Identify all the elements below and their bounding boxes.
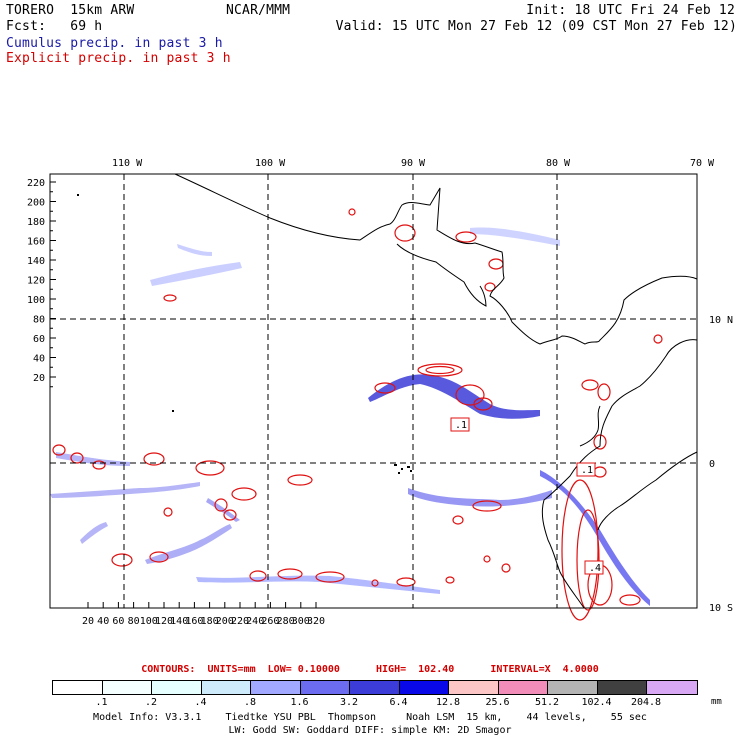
x-grid-label: 320: [307, 616, 325, 627]
x-grid-label: 280: [277, 616, 295, 627]
color-scale-swatch: [251, 681, 301, 694]
color-scale-swatch: [548, 681, 598, 694]
lon-label: 110 W: [112, 158, 143, 169]
y-grid-label: 80: [33, 315, 45, 326]
contour-value-boxes: .1 .1 .4: [450, 417, 604, 575]
y-grid-label: 60: [33, 334, 45, 345]
y-grid-label: 100: [27, 295, 45, 306]
color-scale-swatch: [399, 681, 449, 694]
color-scale-unit: mm: [711, 697, 722, 707]
y-grid-label: 200: [27, 198, 45, 209]
color-scale-swatch: [102, 681, 152, 694]
model-info-line: Model Info: V3.3.1 Tiedtke YSU PBL Thomp…: [93, 712, 647, 723]
contour-value-label: .4: [589, 563, 601, 574]
color-scale-label: .2: [144, 697, 158, 708]
center-label: NCAR/MMM: [226, 3, 291, 18]
x-grid-label: 200: [216, 616, 234, 627]
color-scale-swatch: [53, 681, 103, 694]
x-grid-label: 60: [112, 616, 124, 627]
color-scale-swatch: [152, 681, 202, 694]
x-grid-label: 180: [201, 616, 219, 627]
x-grid-label: 300: [292, 616, 310, 627]
field-explicit-label: Explicit precip. in past 3 h: [6, 51, 231, 66]
x-grid-label: 140: [170, 616, 188, 627]
lat-label: 10 N: [709, 315, 733, 326]
lon-label: 100 W: [255, 158, 286, 169]
color-scale-swatch: [449, 681, 499, 694]
color-scale-label: 6.4: [389, 697, 408, 708]
x-grid-label: 100: [140, 616, 158, 627]
color-scale-label: 102.4: [581, 697, 612, 708]
y-grid-label: 40: [33, 354, 45, 365]
x-grid-label: 120: [155, 616, 173, 627]
color-scale-bar: [52, 680, 698, 695]
color-scale-swatch: [498, 681, 548, 694]
color-scale-label: .4: [194, 697, 207, 708]
color-scale-label: 12.8: [435, 697, 461, 708]
color-scale-swatch: [300, 681, 350, 694]
valid-time: Valid: 15 UTC Mon 27 Feb 12 (09 CST Mon …: [335, 19, 737, 34]
model-title: TORERO 15km ARW: [6, 3, 135, 18]
color-scale-swatch: [201, 681, 251, 694]
x-grid-label: 260: [261, 616, 279, 627]
contour-value-label: .1: [455, 420, 467, 431]
forecast-hour: Fcst: 69 h: [6, 19, 103, 34]
y-grid-label: 180: [27, 217, 45, 228]
color-scale-label: 1.6: [290, 697, 309, 708]
color-scale-label: .1: [95, 697, 108, 708]
x-grid-label: 240: [246, 616, 264, 627]
y-grid-label: 160: [27, 237, 45, 248]
color-scale-label: 3.2: [339, 697, 359, 708]
contours-info: CONTOURS: UNITS=mm LOW= 0.10000 HIGH= 10…: [141, 664, 599, 675]
x-grid-label: 80: [128, 616, 140, 627]
contour-value-label: .1: [581, 465, 593, 476]
x-grid-label: 220: [231, 616, 249, 627]
field-cumulus-label: Cumulus precip. in past 3 h: [6, 36, 223, 51]
lat-label: 10 S: [709, 603, 733, 614]
init-time: Init: 18 UTC Fri 24 Feb 12: [526, 3, 735, 18]
precip-shading: [50, 208, 663, 621]
x-grid-label: 20: [82, 616, 94, 627]
lat-label: 0: [709, 459, 715, 470]
color-scale-label: .8: [243, 697, 257, 708]
lon-label: 80 W: [546, 158, 571, 169]
color-scale-label: 51.2: [534, 697, 560, 708]
x-grid-label: 160: [185, 616, 203, 627]
lon-label: 90 W: [401, 158, 426, 169]
color-scale-swatch: [350, 681, 400, 694]
y-grid-label: 120: [27, 276, 45, 287]
x-grid-label: 40: [97, 616, 109, 627]
model-physics-line: LW: Godd SW: Goddard DIFF: simple KM: 2D…: [228, 725, 512, 736]
color-scale-swatch: [647, 681, 697, 694]
color-scale-swatch: [597, 681, 647, 694]
y-grid-label: 140: [27, 256, 45, 267]
lon-label: 70 W: [690, 158, 715, 169]
color-scale-label: 25.6: [485, 697, 510, 708]
y-grid-label: 20: [33, 373, 45, 384]
color-scale-label: 204.8: [630, 697, 662, 708]
y-grid-label: 220: [27, 178, 45, 189]
